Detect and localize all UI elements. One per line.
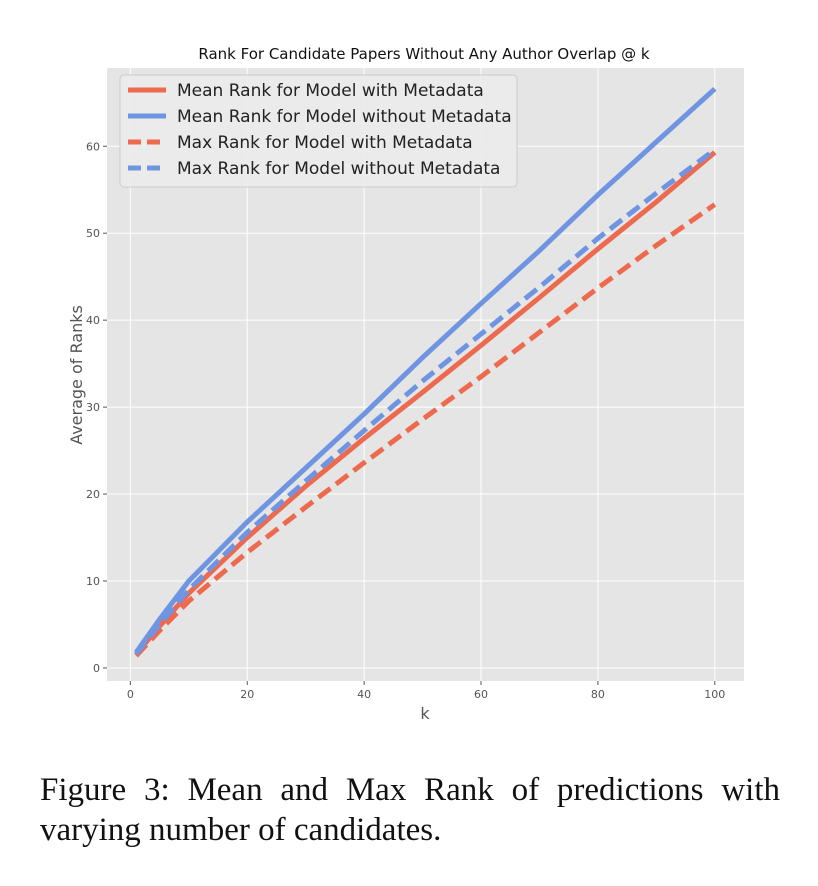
x-tick-label: 0 [127,688,134,701]
y-tick-label: 50 [86,227,100,240]
legend-label-3: Max Rank for Model with Metadata [177,133,473,153]
x-tick-label: 80 [591,688,605,701]
series-lines [134,87,717,658]
y-axis-ticks: 0 10 20 30 40 50 60 [86,140,107,675]
x-tick-label: 60 [474,688,488,701]
legend-label-4: Max Rank for Model without Metadata [177,159,500,179]
series-line-4 [134,147,717,656]
series-line-2 [134,87,717,654]
legend: Mean Rank for Model with Metadata Mean Ra… [119,74,518,188]
y-tick-label: 40 [86,314,100,327]
y-tick-label: 30 [86,401,100,414]
legend-box [119,74,518,188]
legend-label-1: Mean Rank for Model with Metadata [177,81,484,101]
y-tick-label: 0 [93,662,100,675]
series-line-3 [134,202,717,658]
figure-caption: Figure 3: Mean and Max Rank of predictio… [40,772,780,848]
x-tick-label: 20 [240,688,254,701]
y-axis-label: Average of Ranks [67,305,86,445]
y-tick-label: 20 [86,488,100,501]
x-tick-label: 40 [357,688,371,701]
x-axis-label: k [420,704,430,723]
chart-title: Rank For Candidate Papers Without Any Au… [198,45,650,63]
x-axis-ticks: 0 20 40 60 80 100 [127,681,725,701]
y-tick-label: 10 [86,575,100,588]
legend-label-2: Mean Rank for Model without Metadata [177,107,512,127]
y-tick-label: 60 [86,140,100,153]
x-tick-label: 100 [704,688,725,701]
